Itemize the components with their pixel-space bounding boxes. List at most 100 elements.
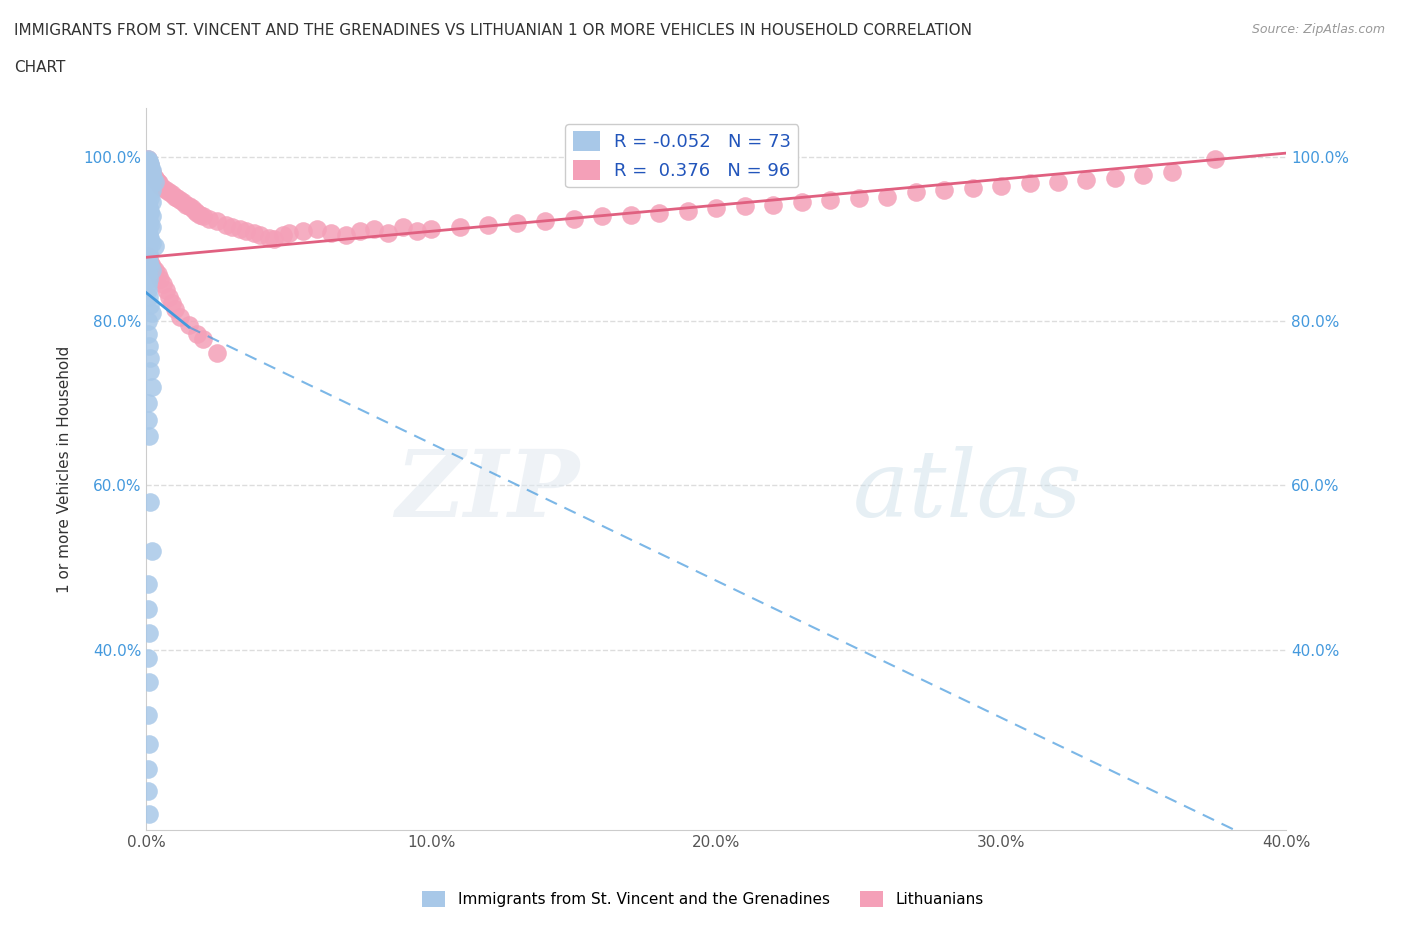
Point	[235, 223, 257, 238]
Point	[136, 314, 159, 329]
Point	[138, 181, 160, 196]
Text: IMMIGRANTS FROM ST. VINCENT AND THE GRENADINES VS LITHUANIAN 1 OR MORE VEHICLES : IMMIGRANTS FROM ST. VINCENT AND THE GREN…	[14, 23, 972, 38]
Point	[183, 203, 205, 218]
Point	[138, 214, 160, 229]
Point	[377, 225, 399, 240]
Point	[163, 189, 186, 204]
Point	[136, 152, 159, 166]
Point	[191, 332, 214, 347]
Point	[229, 222, 252, 237]
Text: Source: ZipAtlas.com: Source: ZipAtlas.com	[1251, 23, 1385, 36]
Point	[136, 761, 159, 776]
Point	[990, 179, 1012, 193]
Point	[172, 195, 194, 210]
Point	[1046, 175, 1069, 190]
Point	[138, 170, 160, 185]
Point	[146, 266, 169, 281]
Point	[139, 255, 162, 270]
Point	[138, 289, 160, 304]
Point	[363, 222, 385, 237]
Point	[138, 601, 160, 616]
Point	[138, 245, 160, 259]
Point	[152, 181, 174, 196]
Point	[139, 259, 162, 273]
Point	[169, 193, 191, 207]
Point	[149, 179, 172, 193]
Point	[138, 626, 160, 641]
Point	[186, 206, 208, 220]
Point	[139, 191, 162, 206]
Point	[1132, 167, 1154, 182]
Point	[148, 176, 170, 191]
Point	[207, 214, 229, 229]
Point	[177, 318, 200, 333]
Point	[962, 181, 984, 196]
Point	[141, 209, 163, 224]
Point	[257, 231, 280, 246]
Point	[198, 211, 221, 226]
Point	[291, 223, 314, 238]
Point	[790, 195, 813, 210]
Point	[138, 173, 160, 188]
Point	[138, 158, 160, 173]
Y-axis label: 1 or more Vehicles in Household: 1 or more Vehicles in Household	[58, 345, 72, 592]
Point	[1018, 176, 1040, 191]
Point	[141, 219, 163, 234]
Point	[676, 203, 699, 218]
Point	[136, 187, 159, 202]
Point	[138, 255, 160, 270]
Point	[141, 162, 163, 177]
Point	[138, 203, 160, 218]
Point	[477, 217, 499, 232]
Point	[138, 153, 160, 168]
Point	[139, 217, 162, 232]
Point	[534, 214, 557, 229]
Point	[138, 225, 160, 240]
Point	[138, 326, 160, 341]
Point	[1204, 152, 1226, 166]
Point	[136, 242, 159, 257]
Point	[138, 708, 160, 723]
Point	[277, 225, 299, 240]
Point	[420, 222, 443, 237]
Point	[139, 160, 162, 175]
Point	[143, 175, 166, 190]
Point	[138, 252, 160, 267]
Point	[155, 283, 177, 298]
Point	[163, 301, 186, 316]
Point	[562, 211, 585, 226]
Point	[619, 207, 641, 222]
Point	[141, 306, 163, 321]
Point	[321, 225, 343, 240]
Point	[138, 806, 160, 821]
Text: CHART: CHART	[14, 60, 66, 75]
Point	[818, 193, 841, 207]
Point	[141, 263, 163, 278]
Point	[1104, 170, 1126, 185]
Point	[139, 495, 162, 510]
Point	[143, 170, 166, 185]
Point	[146, 175, 169, 190]
Point	[139, 233, 162, 248]
Point	[136, 153, 159, 168]
Point	[138, 176, 160, 191]
Point	[149, 272, 172, 286]
Point	[141, 195, 163, 210]
Point	[141, 236, 163, 251]
Point	[139, 298, 162, 312]
Point	[141, 166, 163, 181]
Point	[391, 219, 413, 234]
Text: ZIP: ZIP	[395, 445, 579, 536]
Point	[307, 222, 329, 237]
Point	[141, 379, 163, 394]
Point	[734, 199, 756, 214]
Point	[876, 189, 898, 204]
Point	[157, 289, 180, 304]
Point	[271, 228, 294, 243]
Point	[249, 228, 271, 243]
Point	[142, 167, 165, 182]
Point	[160, 187, 183, 202]
Text: atlas: atlas	[853, 445, 1083, 536]
Point	[169, 310, 191, 325]
Point	[138, 783, 160, 798]
